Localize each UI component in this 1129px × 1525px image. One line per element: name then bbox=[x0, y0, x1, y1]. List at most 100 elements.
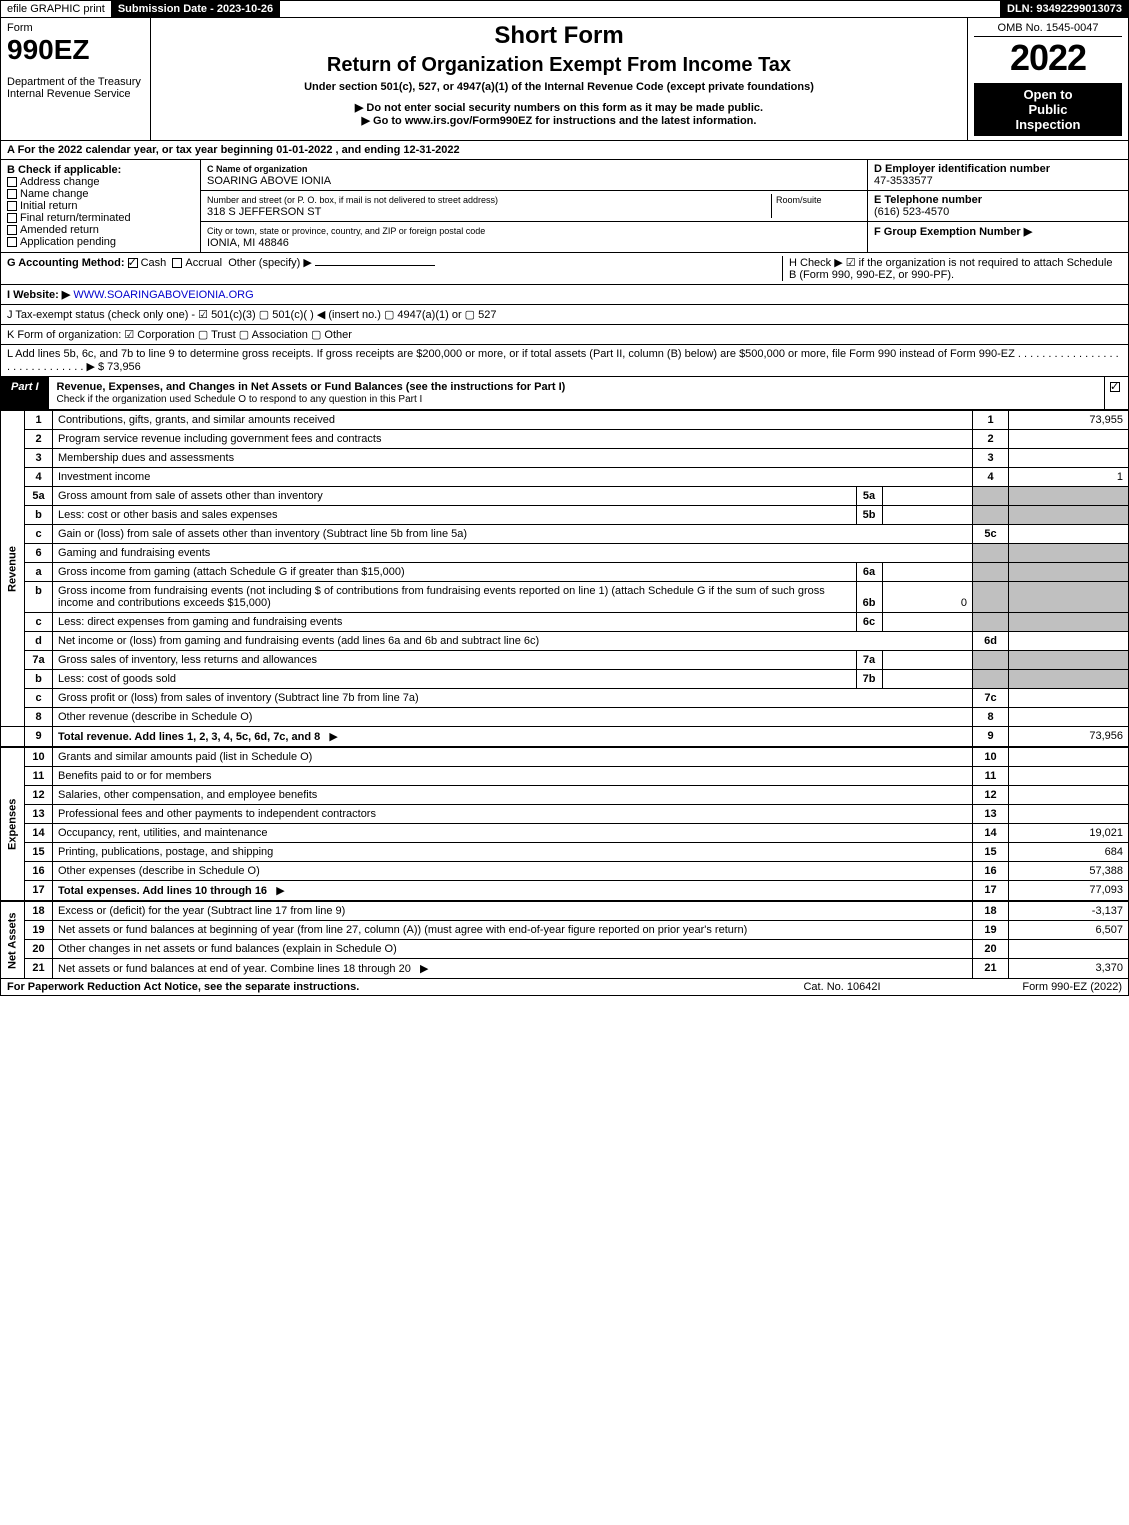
part1-checkbox[interactable] bbox=[1104, 377, 1128, 409]
chk-amended[interactable] bbox=[7, 225, 17, 235]
form-title-block: Short Form Return of Organization Exempt… bbox=[151, 18, 968, 140]
revenue-table: Revenue 1Contributions, gifts, grants, a… bbox=[0, 410, 1129, 747]
website-link[interactable]: WWW.SOARINGABOVEIONIA.ORG bbox=[73, 289, 253, 301]
d-7c: Gross profit or (loss) from sales of inv… bbox=[58, 692, 419, 704]
d-17: Total expenses. Add lines 10 through 16 bbox=[58, 885, 267, 897]
d-6a: Gross income from gaming (attach Schedul… bbox=[58, 566, 405, 578]
sk-6c: 6c bbox=[856, 613, 882, 631]
box-c: C Name of organization SOARING ABOVE ION… bbox=[201, 160, 868, 252]
k-16: 16 bbox=[973, 862, 1009, 881]
k-20: 20 bbox=[973, 940, 1009, 959]
v-7c bbox=[1009, 689, 1129, 708]
k-5c: 5c bbox=[973, 525, 1009, 544]
v-20 bbox=[1009, 940, 1129, 959]
k-12: 12 bbox=[973, 786, 1009, 805]
form-word: Form bbox=[7, 22, 144, 34]
part1-title: Revenue, Expenses, and Changes in Net As… bbox=[49, 377, 1104, 409]
d-16: Other expenses (describe in Schedule O) bbox=[58, 865, 260, 877]
k-15: 15 bbox=[973, 843, 1009, 862]
v-1: 73,955 bbox=[1009, 411, 1129, 430]
chk-cash[interactable] bbox=[128, 258, 138, 268]
d-18: Excess or (deficit) for the year (Subtra… bbox=[58, 905, 345, 917]
ein-value: 47-3533577 bbox=[874, 175, 933, 187]
grey-6b-v bbox=[1009, 582, 1129, 613]
box-b: B Check if applicable: Address change Na… bbox=[1, 160, 201, 252]
part1-sub: Check if the organization used Schedule … bbox=[57, 394, 423, 405]
k-21: 21 bbox=[973, 959, 1009, 979]
d-11: Benefits paid to or for members bbox=[58, 770, 211, 782]
d-6: Gaming and fundraising events bbox=[58, 547, 210, 559]
part1-label: Part I bbox=[1, 377, 49, 409]
sv-6c bbox=[882, 613, 972, 631]
omb-number: OMB No. 1545-0047 bbox=[974, 22, 1122, 37]
v-17: 77,093 bbox=[1009, 881, 1129, 901]
g-other-input[interactable] bbox=[315, 265, 435, 266]
grey-5b-v bbox=[1009, 506, 1129, 525]
sk-7b: 7b bbox=[856, 670, 882, 688]
ssn-warning: ▶ Do not enter social security numbers o… bbox=[157, 101, 961, 114]
g-cash: Cash bbox=[141, 257, 167, 269]
d-12: Salaries, other compensation, and employ… bbox=[58, 789, 317, 801]
expenses-table: Expenses 10Grants and similar amounts pa… bbox=[0, 747, 1129, 901]
chk-pending[interactable] bbox=[7, 237, 17, 247]
chk-initial[interactable] bbox=[7, 201, 17, 211]
k-2: 2 bbox=[973, 430, 1009, 449]
form-number: 990EZ bbox=[7, 34, 144, 66]
v-14: 19,021 bbox=[1009, 824, 1129, 843]
k-18: 18 bbox=[973, 902, 1009, 921]
k-11: 11 bbox=[973, 767, 1009, 786]
tel-label: E Telephone number bbox=[874, 194, 982, 206]
line-h: H Check ▶ ☑ if the organization is not r… bbox=[782, 256, 1122, 281]
sk-5a: 5a bbox=[856, 487, 882, 505]
tel-value: (616) 523-4570 bbox=[874, 206, 949, 218]
opt-name-change: Name change bbox=[20, 188, 89, 200]
footer-left: For Paperwork Reduction Act Notice, see … bbox=[7, 981, 742, 993]
sv-7b bbox=[882, 670, 972, 688]
d-21: Net assets or fund balances at end of ye… bbox=[58, 963, 411, 975]
v-5c bbox=[1009, 525, 1129, 544]
sk-6b: 6b bbox=[856, 582, 882, 612]
sk-6a: 6a bbox=[856, 563, 882, 581]
grey-7a bbox=[973, 651, 1009, 670]
ein-label: D Employer identification number bbox=[874, 163, 1050, 175]
grey-6c bbox=[973, 613, 1009, 632]
k-4: 4 bbox=[973, 468, 1009, 487]
efile-print-label[interactable]: efile GRAPHIC print bbox=[1, 1, 112, 17]
chk-addr-change[interactable] bbox=[7, 177, 17, 187]
v-6d bbox=[1009, 632, 1129, 651]
line-j: J Tax-exempt status (check only one) - ☑… bbox=[0, 305, 1129, 325]
grey-5b bbox=[973, 506, 1009, 525]
tax-year: 2022 bbox=[974, 37, 1122, 79]
open-line-2: Public bbox=[978, 102, 1118, 117]
year-block: OMB No. 1545-0047 2022 Open to Public In… bbox=[968, 18, 1128, 140]
open-line-1: Open to bbox=[978, 87, 1118, 102]
d-3: Membership dues and assessments bbox=[58, 452, 234, 464]
side-netassets: Net Assets bbox=[1, 902, 25, 979]
top-bar: efile GRAPHIC print Submission Date - 20… bbox=[0, 0, 1129, 18]
grey-7b bbox=[973, 670, 1009, 689]
sv-6b: 0 bbox=[882, 582, 972, 612]
d-7a: Gross sales of inventory, less returns a… bbox=[58, 654, 317, 666]
g-accrual: Accrual bbox=[185, 257, 222, 269]
chk-name-change[interactable] bbox=[7, 189, 17, 199]
info-link[interactable]: ▶ Go to www.irs.gov/Form990EZ for instru… bbox=[157, 114, 961, 127]
irs-label: Internal Revenue Service bbox=[7, 88, 144, 100]
k-1: 1 bbox=[973, 411, 1009, 430]
d-6d: Net income or (loss) from gaming and fun… bbox=[58, 635, 539, 647]
grey-7b-v bbox=[1009, 670, 1129, 689]
d-6b: Gross income from fundraising events (no… bbox=[58, 585, 825, 609]
grey-6c-v bbox=[1009, 613, 1129, 632]
submission-date: Submission Date - 2023-10-26 bbox=[112, 1, 280, 17]
i-label: I Website: ▶ bbox=[7, 289, 70, 301]
org-name: SOARING ABOVE IONIA bbox=[207, 175, 331, 187]
form-subtitle: Under section 501(c), 527, or 4947(a)(1)… bbox=[157, 81, 961, 93]
chk-final[interactable] bbox=[7, 213, 17, 223]
opt-addr-change: Address change bbox=[20, 176, 100, 188]
k-19: 19 bbox=[973, 921, 1009, 940]
line-i: I Website: ▶ WWW.SOARINGABOVEIONIA.ORG bbox=[0, 285, 1129, 305]
d-15: Printing, publications, postage, and shi… bbox=[58, 846, 273, 858]
chk-accrual[interactable] bbox=[172, 258, 182, 268]
v-15: 684 bbox=[1009, 843, 1129, 862]
grey-7a-v bbox=[1009, 651, 1129, 670]
g-label: G Accounting Method: bbox=[7, 257, 125, 269]
